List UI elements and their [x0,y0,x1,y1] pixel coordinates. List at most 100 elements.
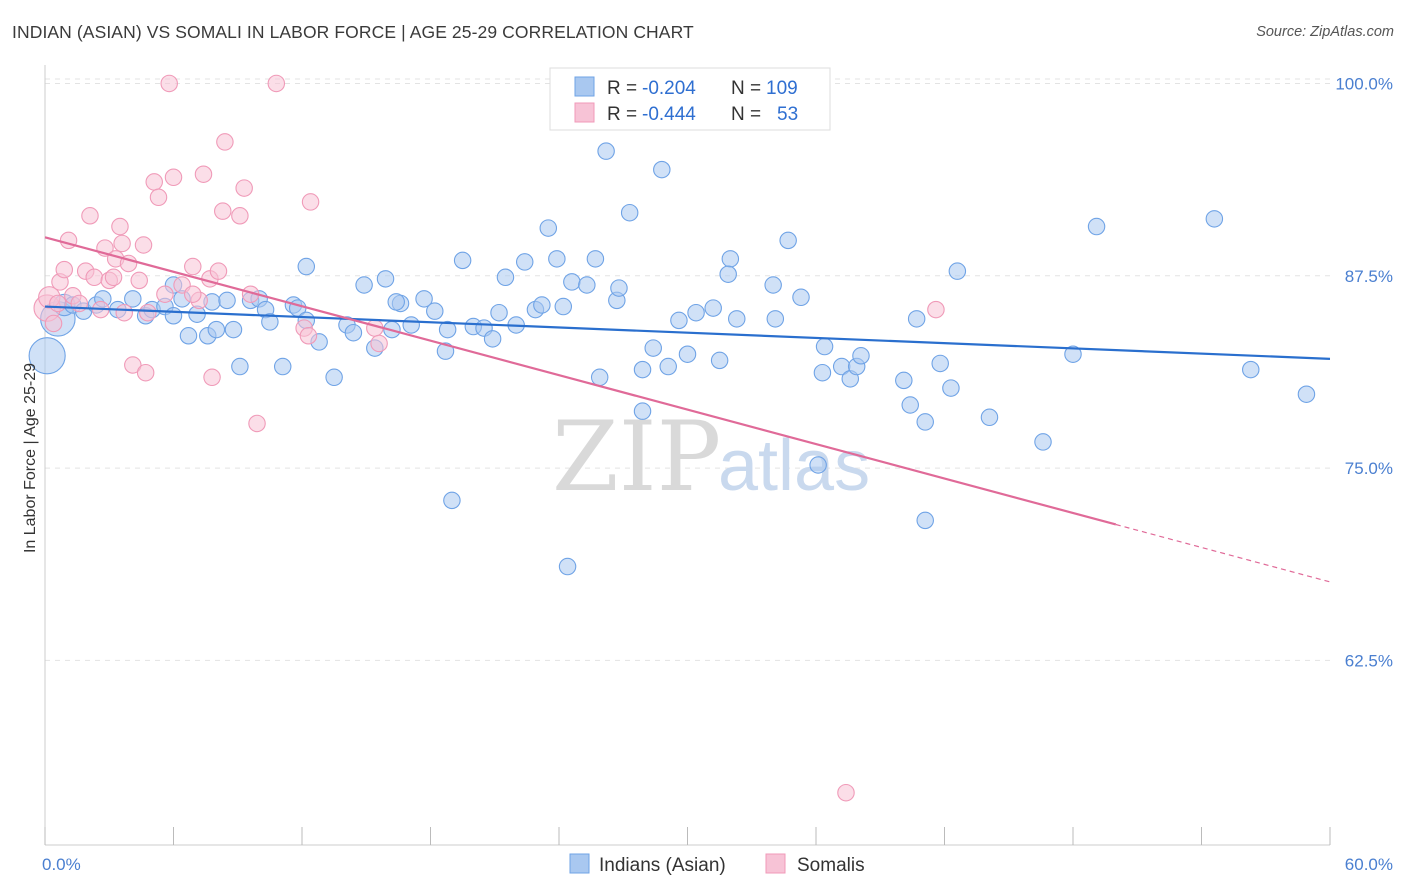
legend-swatch-indians [574,76,595,97]
y-tick-label: 75.0% [1345,459,1393,478]
indians-point-26 [261,313,279,331]
somalis-point-37 [214,202,232,220]
indians-point-82 [813,363,832,382]
indians-point-98 [1242,360,1260,379]
indians-point-73 [704,299,722,317]
indians-point-19 [207,320,226,339]
indians-point-106 [578,276,596,294]
y-tick-label: 87.5% [1345,267,1393,286]
y-tick-label: 62.5% [1345,651,1393,670]
somalis-point-48 [370,334,388,353]
indians-point-89 [916,413,934,431]
bottom-legend-indians: Indians (Asian) [599,855,726,876]
indians-point-60 [590,368,609,387]
indians-point-22 [231,357,249,376]
trend-lines [44,236,1331,583]
somalis-point-2 [44,314,63,333]
indians-point-104 [907,310,926,328]
somalis-point-3 [49,294,67,313]
somalis-point-35 [203,368,221,387]
data-points [28,74,1316,802]
indians-point-37 [376,270,395,288]
legend-r-label: R = [607,104,637,125]
legend-swatch-somalis [574,102,595,123]
indians-point-59 [586,250,605,268]
bottom-legend: Indians (Asian) Somalis [569,853,865,876]
indians-point-58 [563,273,581,291]
somalis-point-36 [209,262,228,280]
somalis-point-18 [113,234,131,253]
indians-point-56 [548,250,566,268]
somalis-point-52 [184,285,202,303]
bottom-legend-somalis: Somalis [797,855,865,876]
somalis-point-17 [111,217,129,236]
indians-point-40 [402,316,420,334]
indians-trend-line [44,305,1331,360]
indians-point-35 [355,276,373,294]
indians-point-101 [443,491,461,510]
somalis-point-31 [184,257,202,276]
somalis-trend-line [44,236,1117,526]
chart-title: INDIAN (ASIAN) VS SOMALI IN LABOR FORCE … [12,22,694,42]
indians-point-105 [809,456,827,474]
indians-point-75 [721,250,740,268]
y-axis-label: In Labor Force | Age 25-29 [22,363,39,553]
indians-point-41 [415,290,433,308]
indians-point-99 [1297,385,1316,403]
y-tick-labels: 100.0% 87.5% 75.0% 62.5% [1335,74,1393,670]
indians-point-43 [436,342,455,360]
indians-point-77 [764,276,782,294]
indians-point-91 [942,379,960,397]
legend-n-label: N = [731,78,761,99]
somalis-point-10 [81,207,99,225]
indians-point-72 [687,303,705,322]
legend-r-label: R = [607,78,637,99]
indians-point-66 [633,402,652,420]
bottom-legend-swatch-somalis [765,853,786,874]
watermark-zip: ZIP [552,401,721,513]
indians-point-108 [719,265,737,283]
indians-point-34 [344,323,363,342]
somalis-point-51 [139,303,157,322]
somalis-point-46 [301,193,320,211]
somalis-point-5 [55,260,74,279]
indians-point-76 [728,310,746,328]
somalis-point-28 [160,74,178,93]
indians-point-69 [659,357,677,376]
x-tick-labels: 0.0% 60.0% [42,855,1393,874]
somalis-point-26 [149,188,168,207]
somalis-point-38 [216,133,234,151]
indians-point-96 [1087,217,1106,236]
somalis-point-45 [299,327,318,345]
indians-point-49 [490,303,508,322]
legend: R = -0.204 N = 109 R = -0.444 N = 53 [549,67,831,131]
somalis-point-29 [164,168,183,187]
indians-point-61 [597,142,615,160]
indians-point-54 [533,296,551,314]
x-tick-label-min: 0.0% [42,855,81,874]
somalis-point-19 [115,303,133,322]
indians-point-71 [678,345,697,363]
indians-point-52 [515,253,534,271]
legend-n-value-indians: 109 [766,78,798,99]
indians-point-13 [164,307,183,325]
watermark-atlas: atlas [718,426,870,506]
source-label: Source: ZipAtlas.com [1256,24,1394,40]
indians-point-102 [558,557,577,576]
indians-point-90 [931,354,949,373]
indians-point-81 [815,337,834,356]
indians-point-107 [387,293,405,311]
indians-point-55 [539,219,558,237]
indians-point-68 [653,160,671,179]
somalis-point-27 [156,285,174,303]
indians-point-20 [218,291,236,310]
indians-point-63 [610,279,628,297]
somalis-point-42 [248,414,266,433]
legend-r-value-indians: -0.204 [642,78,696,99]
indians-point-97 [1205,210,1224,228]
somalis-point-11 [85,268,104,287]
indians-point-65 [633,360,652,379]
indians-point-79 [779,231,797,250]
indians-point-94 [1034,433,1052,451]
indians-point-92 [948,262,967,280]
